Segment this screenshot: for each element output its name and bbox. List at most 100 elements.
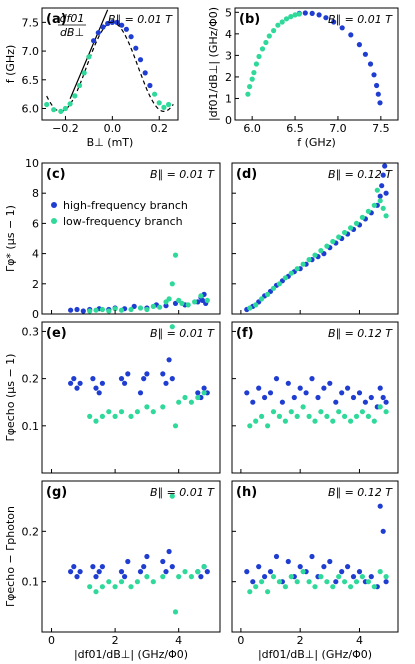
x-axis-label: B⊥ (mT)	[87, 136, 134, 149]
data-point	[169, 376, 175, 382]
data-point	[350, 394, 357, 401]
data-point	[74, 574, 80, 580]
series-low	[247, 404, 389, 429]
data-point	[142, 70, 148, 76]
x-axis-label: |df01/dB⊥| (GHz/Φ0)	[74, 648, 188, 661]
data-point	[377, 193, 383, 199]
data-point	[161, 104, 167, 110]
data-point	[383, 409, 389, 415]
panel-label: (d)	[236, 167, 257, 182]
legend-marker-low	[51, 218, 57, 224]
series-high	[68, 548, 210, 580]
data-point	[150, 409, 156, 415]
series-low	[44, 54, 172, 114]
data-point	[321, 564, 327, 570]
data-point	[123, 26, 129, 32]
data-point	[198, 293, 204, 299]
data-point	[93, 385, 99, 391]
data-point	[342, 579, 348, 585]
data-point	[312, 584, 318, 590]
data-point	[96, 569, 102, 575]
data-point	[316, 12, 322, 18]
y-tick-label: 0	[225, 114, 232, 127]
field-label: B∥ = 0.12 T	[328, 486, 393, 499]
panel-label: (b)	[239, 12, 260, 27]
data-point	[90, 376, 96, 382]
data-point	[336, 574, 342, 580]
data-point	[144, 306, 150, 313]
series-high	[244, 376, 389, 410]
data-point	[114, 19, 120, 25]
y-tick-label: 2	[32, 278, 39, 291]
data-point	[297, 385, 303, 391]
y-tick-label: 2	[225, 71, 232, 84]
y-tick-label: 3	[225, 49, 232, 62]
data-point	[294, 266, 300, 272]
data-point	[330, 418, 336, 424]
data-point	[324, 243, 330, 249]
x-tick-label: 7.5	[372, 122, 390, 135]
y-tick-label: 5	[225, 6, 232, 19]
data-point	[74, 306, 80, 313]
x-tick-label: 0.2	[150, 122, 168, 135]
data-point	[96, 390, 102, 396]
data-point	[134, 409, 140, 415]
data-point	[93, 574, 99, 580]
data-point	[91, 38, 97, 44]
fit-curve	[46, 21, 174, 113]
data-point	[112, 413, 118, 419]
data-point	[302, 10, 308, 16]
data-point	[247, 84, 253, 90]
annotation-denominator: dB⊥	[60, 26, 84, 39]
data-point	[259, 413, 265, 419]
data-point	[201, 385, 207, 391]
data-point	[99, 306, 105, 313]
y-axis-label: f (GHz)	[4, 45, 17, 84]
data-point	[353, 413, 360, 419]
data-point	[276, 579, 282, 585]
data-point	[134, 579, 140, 585]
data-point	[377, 198, 383, 204]
data-point	[71, 564, 77, 570]
data-point	[51, 107, 57, 113]
data-point	[244, 390, 250, 396]
data-point	[375, 91, 381, 97]
data-point	[87, 413, 93, 419]
panel-e: 0.1 0.2 0.3 (e) B∥ = 0.01 T Γφecho (μs − 1)	[4, 321, 221, 474]
series-low	[247, 187, 389, 311]
data-point	[128, 34, 134, 40]
data-point	[122, 574, 128, 580]
data-point	[131, 303, 137, 309]
data-point	[172, 609, 179, 615]
data-point	[163, 303, 169, 309]
data-point	[99, 413, 105, 419]
field-label: B∥ = 0.01 T	[150, 486, 215, 499]
data-point	[93, 307, 99, 313]
data-point	[259, 296, 265, 302]
data-point	[380, 172, 386, 178]
data-point	[296, 11, 302, 17]
data-point	[362, 51, 368, 57]
data-point	[318, 574, 324, 580]
data-point	[87, 584, 93, 590]
data-point	[345, 385, 351, 391]
data-point	[144, 404, 150, 410]
y-tick-label: 0.3	[22, 325, 40, 338]
data-point	[253, 61, 259, 67]
y-tick-label: 7.0	[22, 45, 40, 58]
x-tick-label: 7.0	[329, 122, 347, 135]
legend-label-low: low-frequency branch	[63, 215, 183, 228]
data-point	[247, 305, 253, 311]
data-point	[262, 394, 268, 401]
data-point	[300, 404, 306, 410]
data-point	[383, 579, 389, 585]
data-point	[137, 305, 144, 311]
data-point	[331, 19, 337, 25]
data-point	[265, 589, 271, 595]
data-point	[276, 281, 282, 287]
field-label: B∥ = 0.12 T	[328, 168, 393, 181]
data-point	[380, 394, 386, 401]
data-point	[201, 390, 207, 396]
data-point	[176, 574, 182, 580]
series-high	[296, 10, 383, 106]
